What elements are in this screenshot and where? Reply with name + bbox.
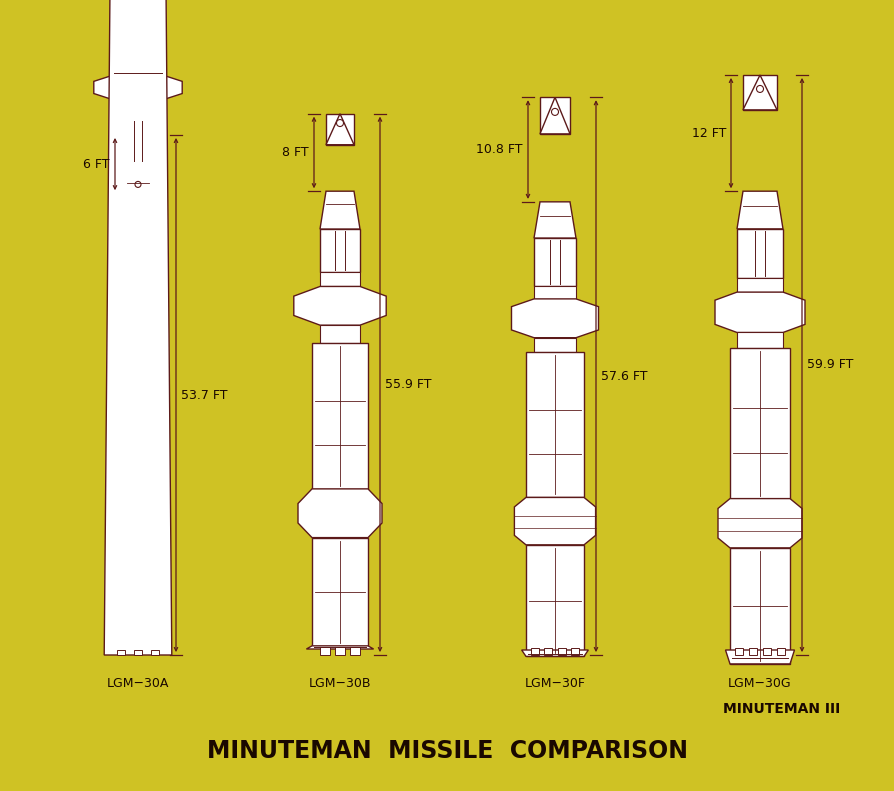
Bar <box>526 353 584 498</box>
Text: 59.9 FT: 59.9 FT <box>806 358 852 372</box>
Bar <box>736 229 782 278</box>
Bar <box>776 648 784 655</box>
Polygon shape <box>717 498 801 548</box>
Text: 57.6 FT: 57.6 FT <box>601 369 646 383</box>
Bar <box>526 545 584 657</box>
Bar <box>762 648 770 655</box>
Text: 8 FT: 8 FT <box>283 146 308 159</box>
Polygon shape <box>122 159 154 193</box>
Bar <box>539 97 569 134</box>
Polygon shape <box>511 299 598 338</box>
Bar <box>534 238 576 286</box>
Bar <box>557 648 565 655</box>
Bar <box>736 278 782 292</box>
Text: LGM−30F: LGM−30F <box>524 677 585 690</box>
Polygon shape <box>736 191 782 229</box>
Polygon shape <box>539 97 569 134</box>
Bar <box>748 648 756 655</box>
Bar <box>117 650 125 655</box>
Bar <box>127 167 148 193</box>
Circle shape <box>755 85 763 93</box>
Bar <box>730 548 789 664</box>
Polygon shape <box>534 202 576 238</box>
Circle shape <box>135 181 141 187</box>
Polygon shape <box>298 489 382 538</box>
Bar <box>334 647 344 655</box>
Bar <box>570 648 578 655</box>
Text: MINUTEMAN  MISSILE  COMPARISON: MINUTEMAN MISSILE COMPARISON <box>207 739 687 763</box>
Bar <box>730 348 789 498</box>
Polygon shape <box>293 286 386 325</box>
Text: 10.8 FT: 10.8 FT <box>476 143 522 156</box>
Text: 55.9 FT: 55.9 FT <box>384 378 431 391</box>
Bar <box>534 338 576 353</box>
Bar <box>544 648 552 655</box>
Text: LGM−30G: LGM−30G <box>728 677 791 690</box>
Polygon shape <box>725 650 794 664</box>
Bar <box>312 538 367 646</box>
Bar <box>122 103 154 123</box>
Circle shape <box>336 119 343 127</box>
Bar <box>735 648 743 655</box>
Text: MINUTEMAN III: MINUTEMAN III <box>722 702 839 716</box>
Polygon shape <box>714 292 804 332</box>
Polygon shape <box>325 114 354 145</box>
Bar <box>319 647 330 655</box>
Polygon shape <box>320 191 359 229</box>
Bar <box>320 325 359 343</box>
Bar <box>122 55 154 72</box>
Bar <box>742 75 776 110</box>
Text: LGM−30A: LGM−30A <box>106 677 169 690</box>
Text: LGM−30B: LGM−30B <box>308 677 371 690</box>
Bar <box>134 650 142 655</box>
Polygon shape <box>742 75 776 110</box>
Text: 53.7 FT: 53.7 FT <box>181 388 227 402</box>
Polygon shape <box>514 498 595 545</box>
Bar <box>320 272 359 286</box>
Bar <box>350 647 359 655</box>
Bar <box>320 229 359 272</box>
Bar <box>122 123 154 159</box>
Polygon shape <box>104 0 172 655</box>
Bar <box>736 332 782 348</box>
Bar <box>325 114 354 145</box>
Text: 12 FT: 12 FT <box>691 127 725 139</box>
Polygon shape <box>521 650 587 657</box>
Bar <box>112 0 164 55</box>
Bar <box>534 286 576 299</box>
Circle shape <box>551 108 558 115</box>
Polygon shape <box>94 72 182 103</box>
Text: 6 FT: 6 FT <box>83 157 110 171</box>
Polygon shape <box>306 646 373 649</box>
Bar <box>151 650 159 655</box>
Bar <box>312 343 367 489</box>
Polygon shape <box>127 135 148 167</box>
Bar <box>530 648 538 655</box>
